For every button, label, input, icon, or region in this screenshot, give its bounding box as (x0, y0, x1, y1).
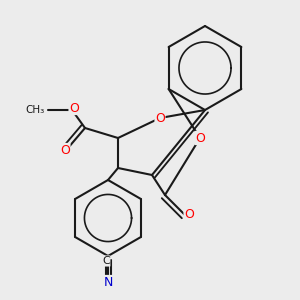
Text: O: O (69, 101, 79, 115)
Text: C: C (102, 256, 110, 266)
Text: O: O (60, 143, 70, 157)
Text: N: N (103, 275, 113, 289)
Text: CH₃: CH₃ (26, 105, 45, 115)
Text: O: O (155, 112, 165, 124)
Text: O: O (184, 208, 194, 221)
Text: O: O (195, 131, 205, 145)
